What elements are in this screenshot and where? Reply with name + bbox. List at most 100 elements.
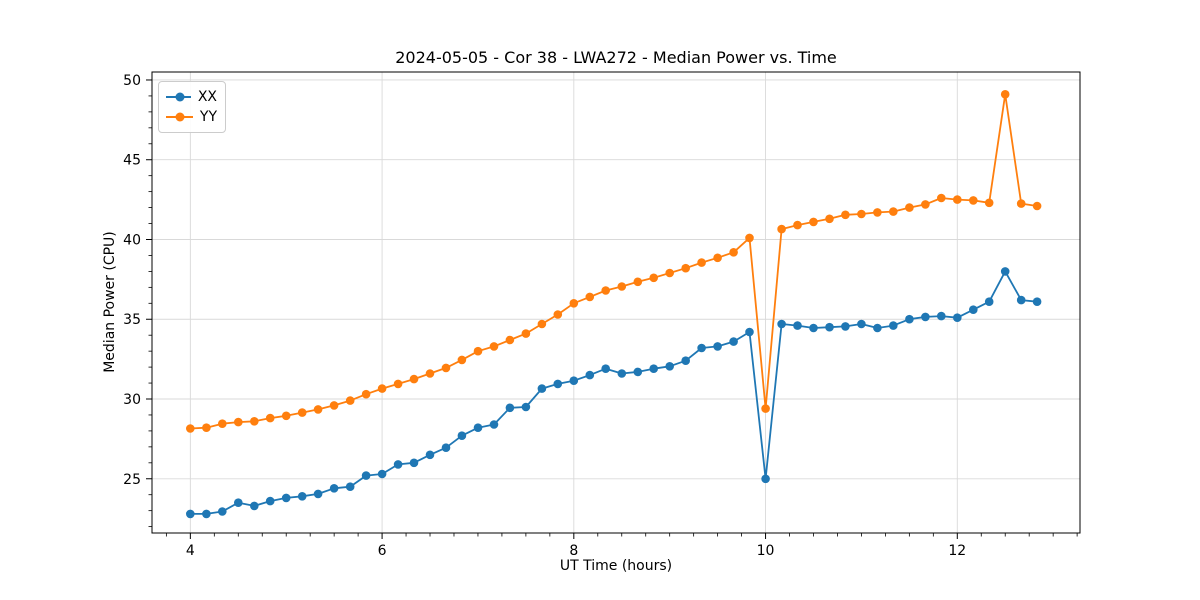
legend-marker-xx-icon [166,92,191,102]
data-point-xx [218,507,227,516]
data-point-xx [441,443,451,453]
data-point-xx [649,364,658,374]
data-point-xx [905,314,914,324]
y-tick-label: 25 [123,472,141,488]
legend-label-yy: YY [199,109,217,125]
data-point-yy [905,203,914,212]
data-point-yy [345,396,355,405]
data-point-yy [218,419,227,429]
data-point-xx [633,367,643,377]
data-point-yy [329,401,339,410]
chart-title: 2024-05-05 - Cor 38 - LWA272 - Median Po… [395,48,837,67]
data-point-yy [697,258,706,267]
data-point-yy [649,273,658,283]
data-point-xx [505,403,515,413]
data-point-xx [202,509,211,519]
data-point-xx [361,471,371,480]
x-tick-label: 10 [757,543,775,559]
legend-marker-yy-icon [166,112,193,122]
legend: XX YY [158,81,226,133]
data-point-yy [713,253,722,263]
data-point-xx [729,337,738,346]
data-point-yy [825,214,834,224]
data-point-yy [729,248,738,257]
data-point-xx [234,498,243,508]
data-point-xx [793,321,802,330]
data-point-yy [393,379,403,389]
y-tick-label: 45 [123,153,141,169]
data-point-yy [569,299,579,308]
data-point-yy [761,404,770,413]
data-point-yy [457,355,467,365]
data-point-xx [1016,295,1026,305]
y-axis-label: Median Power (CPU) [102,231,118,373]
data-point-xx [777,319,786,329]
data-point-xx [585,370,595,380]
data-point-xx [489,420,499,429]
data-point-xx [601,364,610,374]
data-point-yy [409,374,419,384]
data-point-yy [1032,201,1042,211]
series-line-xx [190,270,1038,515]
data-point-yy [1000,90,1010,99]
x-tick-label: 12 [948,543,966,559]
data-point-yy [425,369,435,378]
data-point-xx [984,297,994,307]
data-point-yy [234,417,243,427]
data-point-xx [761,474,770,484]
data-point-xx [186,509,195,519]
data-point-xx [313,489,323,499]
data-point-yy [617,282,627,291]
data-point-yy [873,208,882,217]
data-point-yy [745,233,754,243]
x-tick-label: 4 [186,543,195,559]
data-point-yy [585,292,595,302]
x-tick-label: 8 [569,543,578,559]
y-tick-label: 35 [123,312,141,328]
data-point-yy [202,423,211,433]
data-point-xx [841,322,850,331]
data-point-xx [921,312,930,322]
data-point-yy [505,335,515,345]
data-point-xx [281,493,291,503]
data-point-yy [186,424,195,433]
data-point-xx [1000,267,1010,276]
data-point-yy [984,198,994,208]
data-point-yy [521,329,531,338]
data-point-yy [777,224,786,234]
data-point-yy [553,310,563,319]
data-point-xx [617,369,627,378]
data-point-xx [969,305,978,315]
data-point-xx [393,460,403,469]
data-point-yy [250,417,259,426]
legend-item-yy: YY [165,107,217,127]
data-point-yy [473,346,483,356]
data-point-yy [809,217,818,227]
data-point-xx [569,376,579,386]
data-point-xx [473,423,483,433]
data-point-yy [937,193,946,203]
legend-item-xx: XX [165,87,217,107]
data-point-xx [250,501,259,511]
data-point-xx [809,323,818,333]
data-point-yy [601,286,610,295]
data-point-yy [889,207,898,216]
data-point-xx [937,311,946,321]
data-point-xx [857,319,866,329]
data-point-xx [1032,297,1042,307]
data-point-yy [953,195,962,204]
data-point-xx [537,384,547,393]
data-point-xx [553,379,563,389]
y-tick-label: 30 [123,392,141,408]
data-point-xx [377,469,387,479]
data-point-xx [697,343,706,353]
data-point-yy [537,319,547,329]
data-point-yy [377,384,387,393]
data-point-yy [1016,199,1026,208]
data-point-yy [633,277,643,287]
data-point-yy [681,263,690,273]
data-point-yy [361,389,371,399]
data-point-xx [297,492,307,501]
data-point-xx [345,482,355,492]
